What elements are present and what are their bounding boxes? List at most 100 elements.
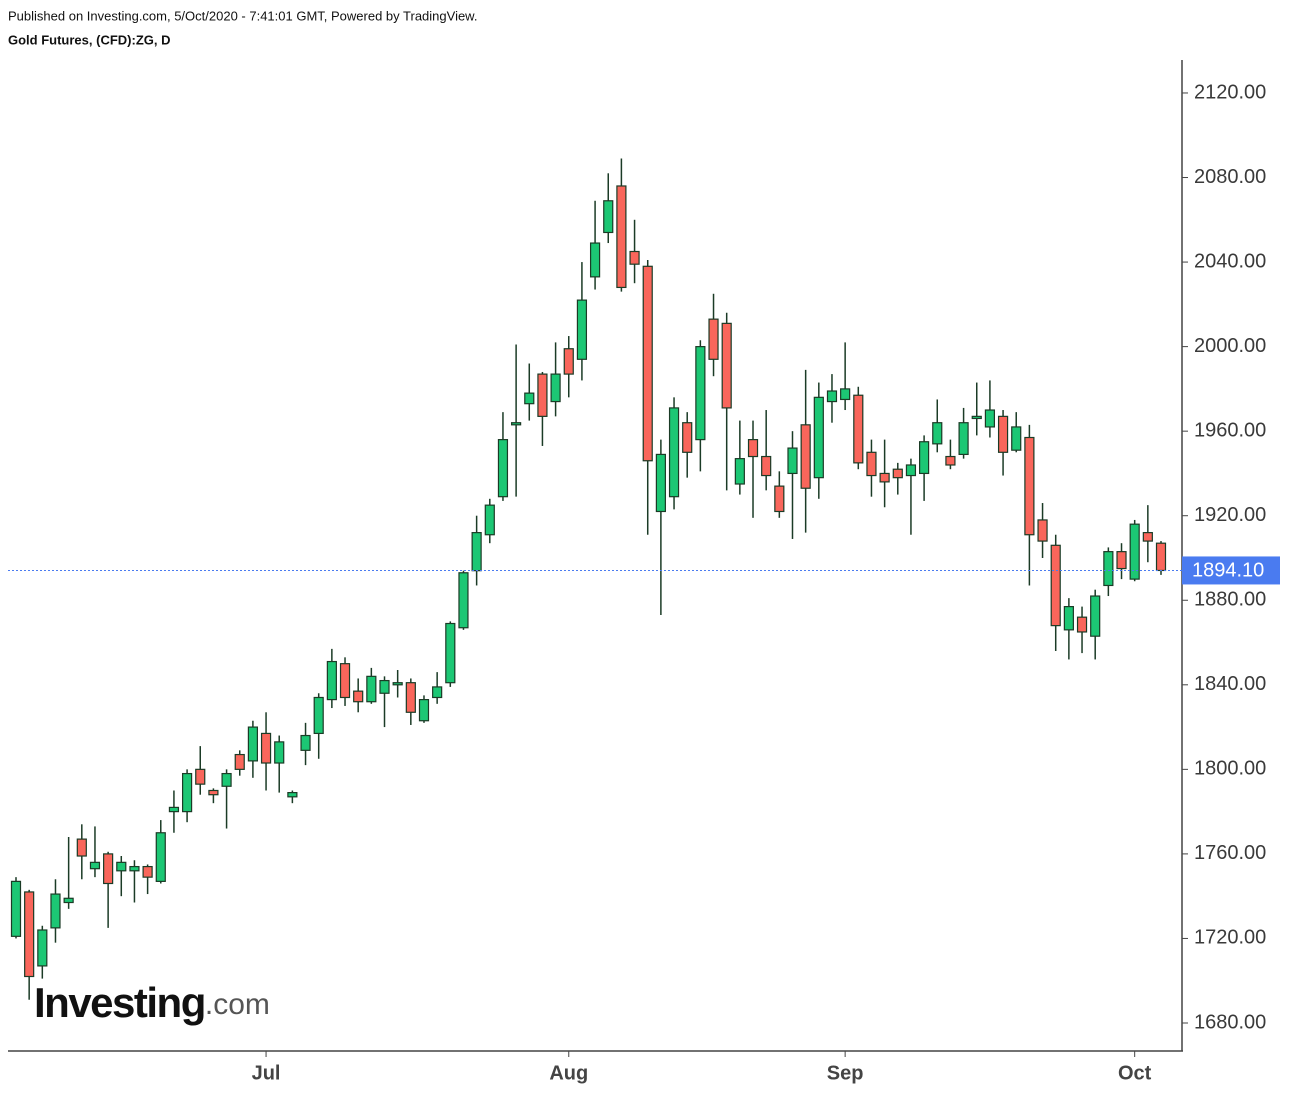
watermark: Investing.com — [34, 979, 270, 1026]
candle-body — [537, 373, 548, 417]
candle-body — [1129, 523, 1140, 580]
x-tick-label: Sep — [827, 1062, 864, 1084]
candle-body — [1155, 542, 1167, 572]
y-tick-label: 2120.00 — [1194, 81, 1266, 103]
candle-body — [392, 682, 403, 686]
last-price-box — [1182, 556, 1280, 585]
candle-body — [247, 726, 258, 762]
candle-body — [103, 853, 114, 885]
candle-body — [655, 453, 666, 513]
candle-body — [1116, 551, 1127, 570]
candle-body — [563, 348, 574, 375]
candle-body — [432, 686, 443, 699]
candle-body — [642, 265, 653, 462]
candle-body — [734, 458, 745, 485]
candle-body — [379, 679, 390, 694]
y-tick-label: 1960.00 — [1194, 419, 1266, 441]
candle-body — [339, 663, 351, 699]
candle-body — [1037, 519, 1048, 542]
candle-body — [774, 485, 785, 513]
candle-body — [287, 792, 298, 798]
candle-body — [458, 572, 469, 629]
candle-body — [405, 682, 416, 713]
candle-body — [919, 441, 930, 475]
candle-body — [879, 472, 890, 483]
candle-body — [550, 373, 561, 403]
candle-body — [682, 422, 693, 453]
candle-body — [629, 250, 640, 265]
candle-body — [195, 768, 206, 785]
candle-body — [129, 865, 140, 872]
x-tick-label: Oct — [1118, 1062, 1152, 1084]
candle-body — [313, 696, 324, 735]
candle-body — [234, 753, 245, 770]
candle-body — [761, 455, 772, 477]
candle-body — [326, 660, 337, 701]
candle-body — [905, 464, 917, 477]
candle-body — [155, 832, 166, 882]
candle-body — [181, 772, 193, 813]
candle-body — [813, 396, 824, 479]
candle-body — [1011, 426, 1022, 451]
candle-body — [892, 468, 903, 479]
candle-body — [366, 675, 377, 703]
y-tick-label: 2000.00 — [1194, 335, 1266, 357]
candle-body — [1063, 605, 1074, 631]
candle-body — [511, 422, 522, 426]
watermark-suffix: .com — [205, 988, 270, 1021]
candle-body — [497, 439, 509, 498]
y-tick-label: 2080.00 — [1194, 166, 1266, 188]
candle-body — [945, 455, 956, 466]
candle-body — [721, 322, 732, 409]
candle-body — [63, 897, 74, 904]
watermark-brand: Investing — [34, 979, 205, 1026]
candle-body — [10, 880, 22, 937]
candle-body — [800, 424, 811, 489]
candle-body — [24, 891, 35, 978]
candle-body — [695, 346, 706, 441]
candle-body — [708, 318, 719, 360]
candle-body — [221, 772, 232, 787]
candle-body — [142, 865, 153, 878]
y-tick-label: 1840.00 — [1194, 673, 1266, 695]
candle-body — [958, 422, 969, 456]
candle-body — [787, 447, 798, 475]
candle-body — [932, 422, 943, 445]
y-tick-label: 1720.00 — [1194, 927, 1266, 949]
x-tick-label: Jul — [252, 1062, 281, 1084]
x-tick-label: Aug — [549, 1062, 588, 1084]
candle-body — [208, 789, 219, 796]
candle-body — [1050, 544, 1061, 627]
candle-body — [1076, 616, 1088, 633]
candle-body — [484, 504, 495, 536]
last-price-label: 1894.10 — [1192, 560, 1264, 582]
candle-body — [418, 699, 430, 722]
candle-body — [866, 451, 877, 477]
candle-body — [76, 838, 87, 857]
candle-body — [668, 407, 680, 498]
candle-body — [50, 893, 61, 929]
candle-body — [1090, 595, 1101, 637]
candle-body — [616, 185, 627, 289]
candle-body — [603, 200, 614, 234]
candle-body — [1103, 551, 1114, 587]
candle-body — [997, 415, 1009, 453]
candle-body — [826, 390, 838, 403]
candle-body — [840, 388, 851, 401]
candle-body — [471, 532, 482, 572]
header: Published on Investing.com, 5/Oct/2020 -… — [8, 8, 477, 23]
candle-body — [37, 929, 48, 967]
candle-body — [971, 415, 982, 420]
y-tick-label: 1760.00 — [1194, 842, 1266, 864]
candle-body — [576, 299, 588, 360]
candle-body — [445, 622, 456, 684]
candle-body — [89, 861, 101, 870]
candle-body — [1142, 532, 1153, 542]
candle-body — [853, 394, 864, 464]
y-tick-label: 1880.00 — [1194, 589, 1266, 611]
y-tick-label: 2040.00 — [1194, 250, 1266, 272]
candle-body — [1024, 436, 1035, 536]
candle-body — [524, 392, 535, 405]
candle-body — [747, 439, 759, 458]
